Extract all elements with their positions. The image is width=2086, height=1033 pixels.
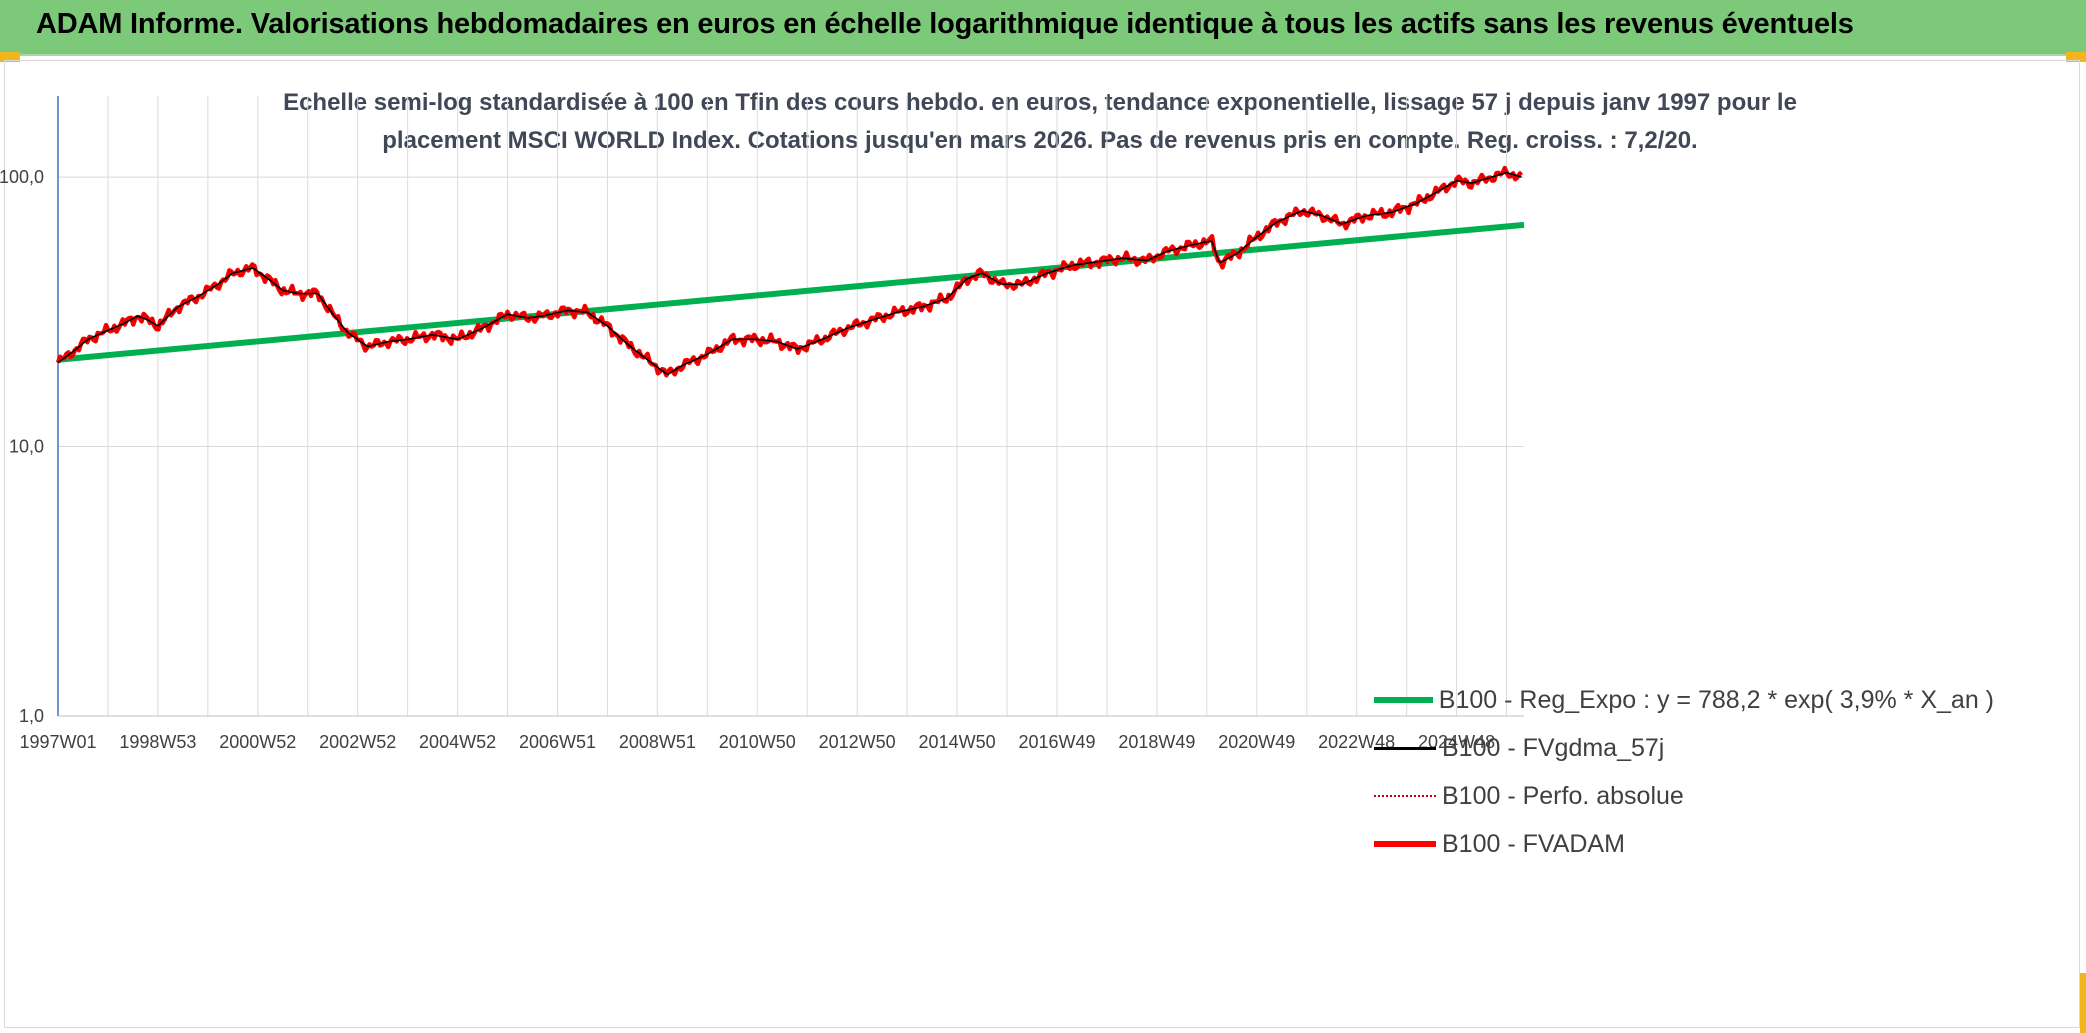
legend-label-fvadam: B100 - FVADAM — [1442, 829, 1625, 858]
legend-item-trend: B100 - Reg_Expo : y = 788,2 * exp( 3,9% … — [1374, 676, 1994, 724]
x-tick-label: 2002W52 — [319, 732, 396, 752]
x-tick-label: 2006W51 — [519, 732, 596, 752]
axes — [57, 96, 1524, 717]
chart-area-border — [4, 60, 2080, 1028]
x-tick-label: 1998W53 — [119, 732, 196, 752]
chart-title: Echelle semi-log standardisée à 100 en T… — [200, 84, 1880, 160]
x-tick-label: 2004W52 — [419, 732, 496, 752]
x-tick-label: 2014W50 — [919, 732, 996, 752]
series-line-trend — [57, 221, 1525, 363]
x-tick-label: 2008W51 — [619, 732, 696, 752]
series-line-fvgdma — [57, 171, 1522, 375]
title-banner: ADAM Informe. Valorisations hebdomadaire… — [0, 0, 2086, 56]
legend-label-perfo: B100 - Perfo. absolue — [1442, 781, 1684, 810]
legend-swatch-perfo — [1374, 795, 1436, 797]
corner-accent-left — [0, 52, 20, 62]
x-tick-label: 2018W49 — [1118, 732, 1195, 752]
series-line-perfo — [57, 166, 1522, 377]
series — [55, 165, 1525, 378]
y-tick-label: 1,0 — [19, 706, 44, 726]
series-line-fvadam — [55, 165, 1524, 378]
corner-accent-right — [2066, 52, 2086, 62]
legend: B100 - Reg_Expo : y = 788,2 * exp( 3,9% … — [1374, 676, 1994, 868]
chart-title-line-1: Echelle semi-log standardisée à 100 en T… — [283, 89, 1797, 116]
legend-item-fvgdma: B100 - FVgdma_57j — [1374, 724, 1994, 772]
x-tick-label: 2024W48 — [1418, 732, 1495, 752]
x-tick-label: 2020W49 — [1218, 732, 1295, 752]
x-tick-label: 2012W50 — [819, 732, 896, 752]
legend-label-fvgdma: B100 - FVgdma_57j — [1442, 733, 1665, 762]
x-tick-label: 2010W50 — [719, 732, 796, 752]
x-tick-label: 1997W01 — [19, 732, 96, 752]
x-tick-label: 2016W49 — [1018, 732, 1095, 752]
corner-accent-bottom-right — [2080, 973, 2086, 1033]
legend-swatch-fvgdma — [1374, 746, 1436, 750]
y-tick-label: 100,0 — [0, 167, 44, 187]
gridlines — [58, 96, 1524, 717]
y-tick-label: 10,0 — [9, 437, 44, 457]
banner-title: ADAM Informe. Valorisations hebdomadaire… — [36, 8, 1854, 40]
legend-item-perfo: B100 - Perfo. absolue — [1374, 772, 1994, 820]
x-tick-label: 2000W52 — [219, 732, 296, 752]
tick-labels: 1,0 10,0 100,0 1997W01 1998W53 2000W52 2002W52… — [0, 167, 1495, 752]
legend-item-fvadam: B100 - FVADAM — [1374, 820, 1994, 868]
chart-title-line-2: placement MSCI WORLD Index. Cotations ju… — [382, 127, 1698, 154]
legend-swatch-fvadam — [1374, 841, 1436, 847]
legend-swatch-trend — [1374, 697, 1433, 703]
legend-label-trend: B100 - Reg_Expo : y = 788,2 * exp( 3,9% … — [1438, 685, 1994, 714]
